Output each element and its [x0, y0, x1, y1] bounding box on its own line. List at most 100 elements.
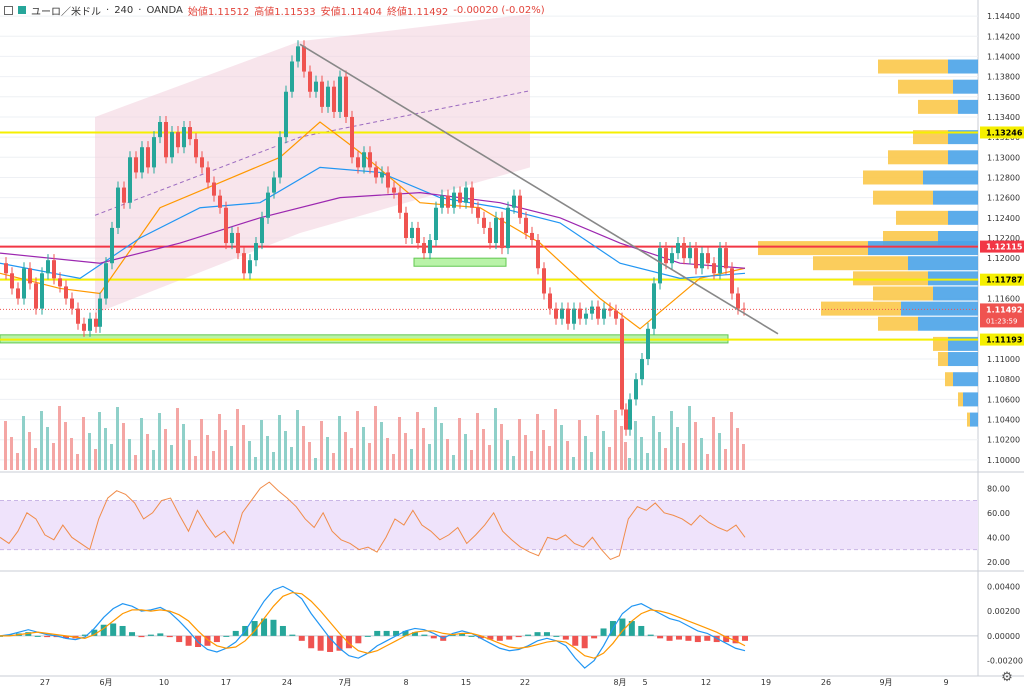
- volume-bar: [278, 415, 281, 470]
- candle: [452, 192, 456, 208]
- price-level-label: 1.12115: [986, 243, 1023, 252]
- gear-icon[interactable]: ⚙: [1001, 670, 1013, 685]
- time-axis-tick: 10: [159, 678, 169, 687]
- candle: [404, 212, 408, 238]
- time-axis-tick: 15: [461, 678, 471, 687]
- volume-bar: [326, 437, 329, 470]
- volume-bar: [652, 416, 655, 470]
- candle: [152, 137, 156, 168]
- macd-histogram-bar: [487, 635, 494, 640]
- interval-label[interactable]: 240: [114, 4, 134, 16]
- volume-bar: [470, 450, 473, 470]
- volume-bar: [718, 433, 721, 470]
- price-axis-tick: 1.14400: [987, 12, 1020, 21]
- candle: [98, 298, 102, 327]
- volume-bar: [146, 434, 149, 470]
- candle: [500, 217, 504, 249]
- price-axis-tick: 1.10200: [987, 436, 1020, 445]
- candle: [278, 137, 282, 178]
- candle: [70, 298, 74, 309]
- candle: [320, 81, 324, 107]
- price-axis-tick: 1.14000: [987, 52, 1020, 61]
- candle: [386, 172, 390, 188]
- volume-bar: [302, 426, 305, 470]
- volume-bar: [386, 438, 389, 470]
- volume-bar: [524, 435, 527, 470]
- time-axis-tick: 12: [701, 678, 711, 687]
- volume-bar: [284, 431, 287, 470]
- volume-profile-buy: [933, 190, 978, 205]
- open-value: 始値1.11512: [187, 6, 250, 18]
- volume-bar: [434, 407, 437, 470]
- candle: [46, 260, 50, 274]
- candle: [170, 132, 174, 158]
- macd-histogram-bar: [138, 635, 145, 638]
- macd-histogram-bar: [185, 635, 192, 646]
- macd-axis-tick: 0.00000: [987, 632, 1020, 641]
- candle: [64, 286, 68, 299]
- volume-profile-sell: [873, 286, 933, 301]
- price-axis-tick: 1.10800: [987, 375, 1020, 384]
- candle: [10, 273, 14, 289]
- chart-window-icon[interactable]: [4, 5, 13, 15]
- volume-profile-buy: [970, 412, 978, 427]
- volume-profile-buy: [948, 59, 978, 74]
- time-axis-tick: 26: [821, 678, 831, 687]
- time-axis-tick: 9月: [879, 678, 892, 687]
- candle: [28, 268, 32, 284]
- candle: [416, 227, 420, 244]
- candle: [712, 263, 716, 274]
- candle: [548, 293, 552, 309]
- volume-bar: [362, 427, 365, 470]
- volume-bar: [70, 438, 73, 470]
- candle: [512, 195, 516, 208]
- volume-profile-buy: [908, 256, 978, 271]
- macd-histogram-bar: [100, 624, 107, 636]
- price-axis-tick: 1.12800: [987, 173, 1020, 182]
- macd-histogram-bar: [110, 623, 117, 636]
- volume-profile-buy: [948, 130, 978, 145]
- volume-bar: [128, 439, 131, 470]
- candle: [634, 379, 638, 400]
- candle: [260, 217, 264, 244]
- volume-bar: [290, 447, 293, 470]
- macd-histogram-bar: [176, 635, 183, 643]
- candle: [344, 76, 348, 117]
- volume-bar: [404, 433, 407, 470]
- candle: [602, 308, 606, 319]
- macd-histogram-bar: [6, 634, 13, 636]
- volume-bar: [88, 433, 91, 470]
- volume-bar: [22, 416, 25, 470]
- broker-label: OANDA: [146, 4, 183, 16]
- candle: [536, 240, 540, 269]
- volume-bar: [628, 458, 631, 470]
- volume-bar: [320, 421, 323, 470]
- candle: [676, 243, 680, 254]
- rsi-line: [0, 481, 746, 561]
- candle: [338, 76, 342, 112]
- candle: [200, 157, 204, 168]
- price-level-tag: [980, 240, 1024, 253]
- symbol-name[interactable]: ユーロ／米ドル: [31, 6, 101, 18]
- volume-bar: [182, 424, 185, 470]
- candle: [128, 157, 132, 203]
- volume-bar: [34, 448, 37, 470]
- volume-bar: [624, 442, 627, 470]
- volume-bar: [548, 446, 551, 470]
- symbol-color-icon: [18, 6, 26, 14]
- volume-bar: [730, 412, 733, 470]
- candle: [620, 318, 624, 410]
- candle: [572, 308, 576, 324]
- volume-profile-buy: [918, 316, 978, 331]
- volume-bar: [46, 427, 49, 470]
- candle: [646, 328, 650, 360]
- last-price-tag: [980, 303, 1024, 328]
- macd-histogram-bar: [261, 618, 268, 636]
- volume-bar: [634, 421, 637, 470]
- macd-histogram-bar: [364, 635, 371, 637]
- volume-bar: [110, 444, 113, 470]
- volume-bar: [602, 431, 605, 470]
- macd-histogram-bar: [647, 634, 654, 636]
